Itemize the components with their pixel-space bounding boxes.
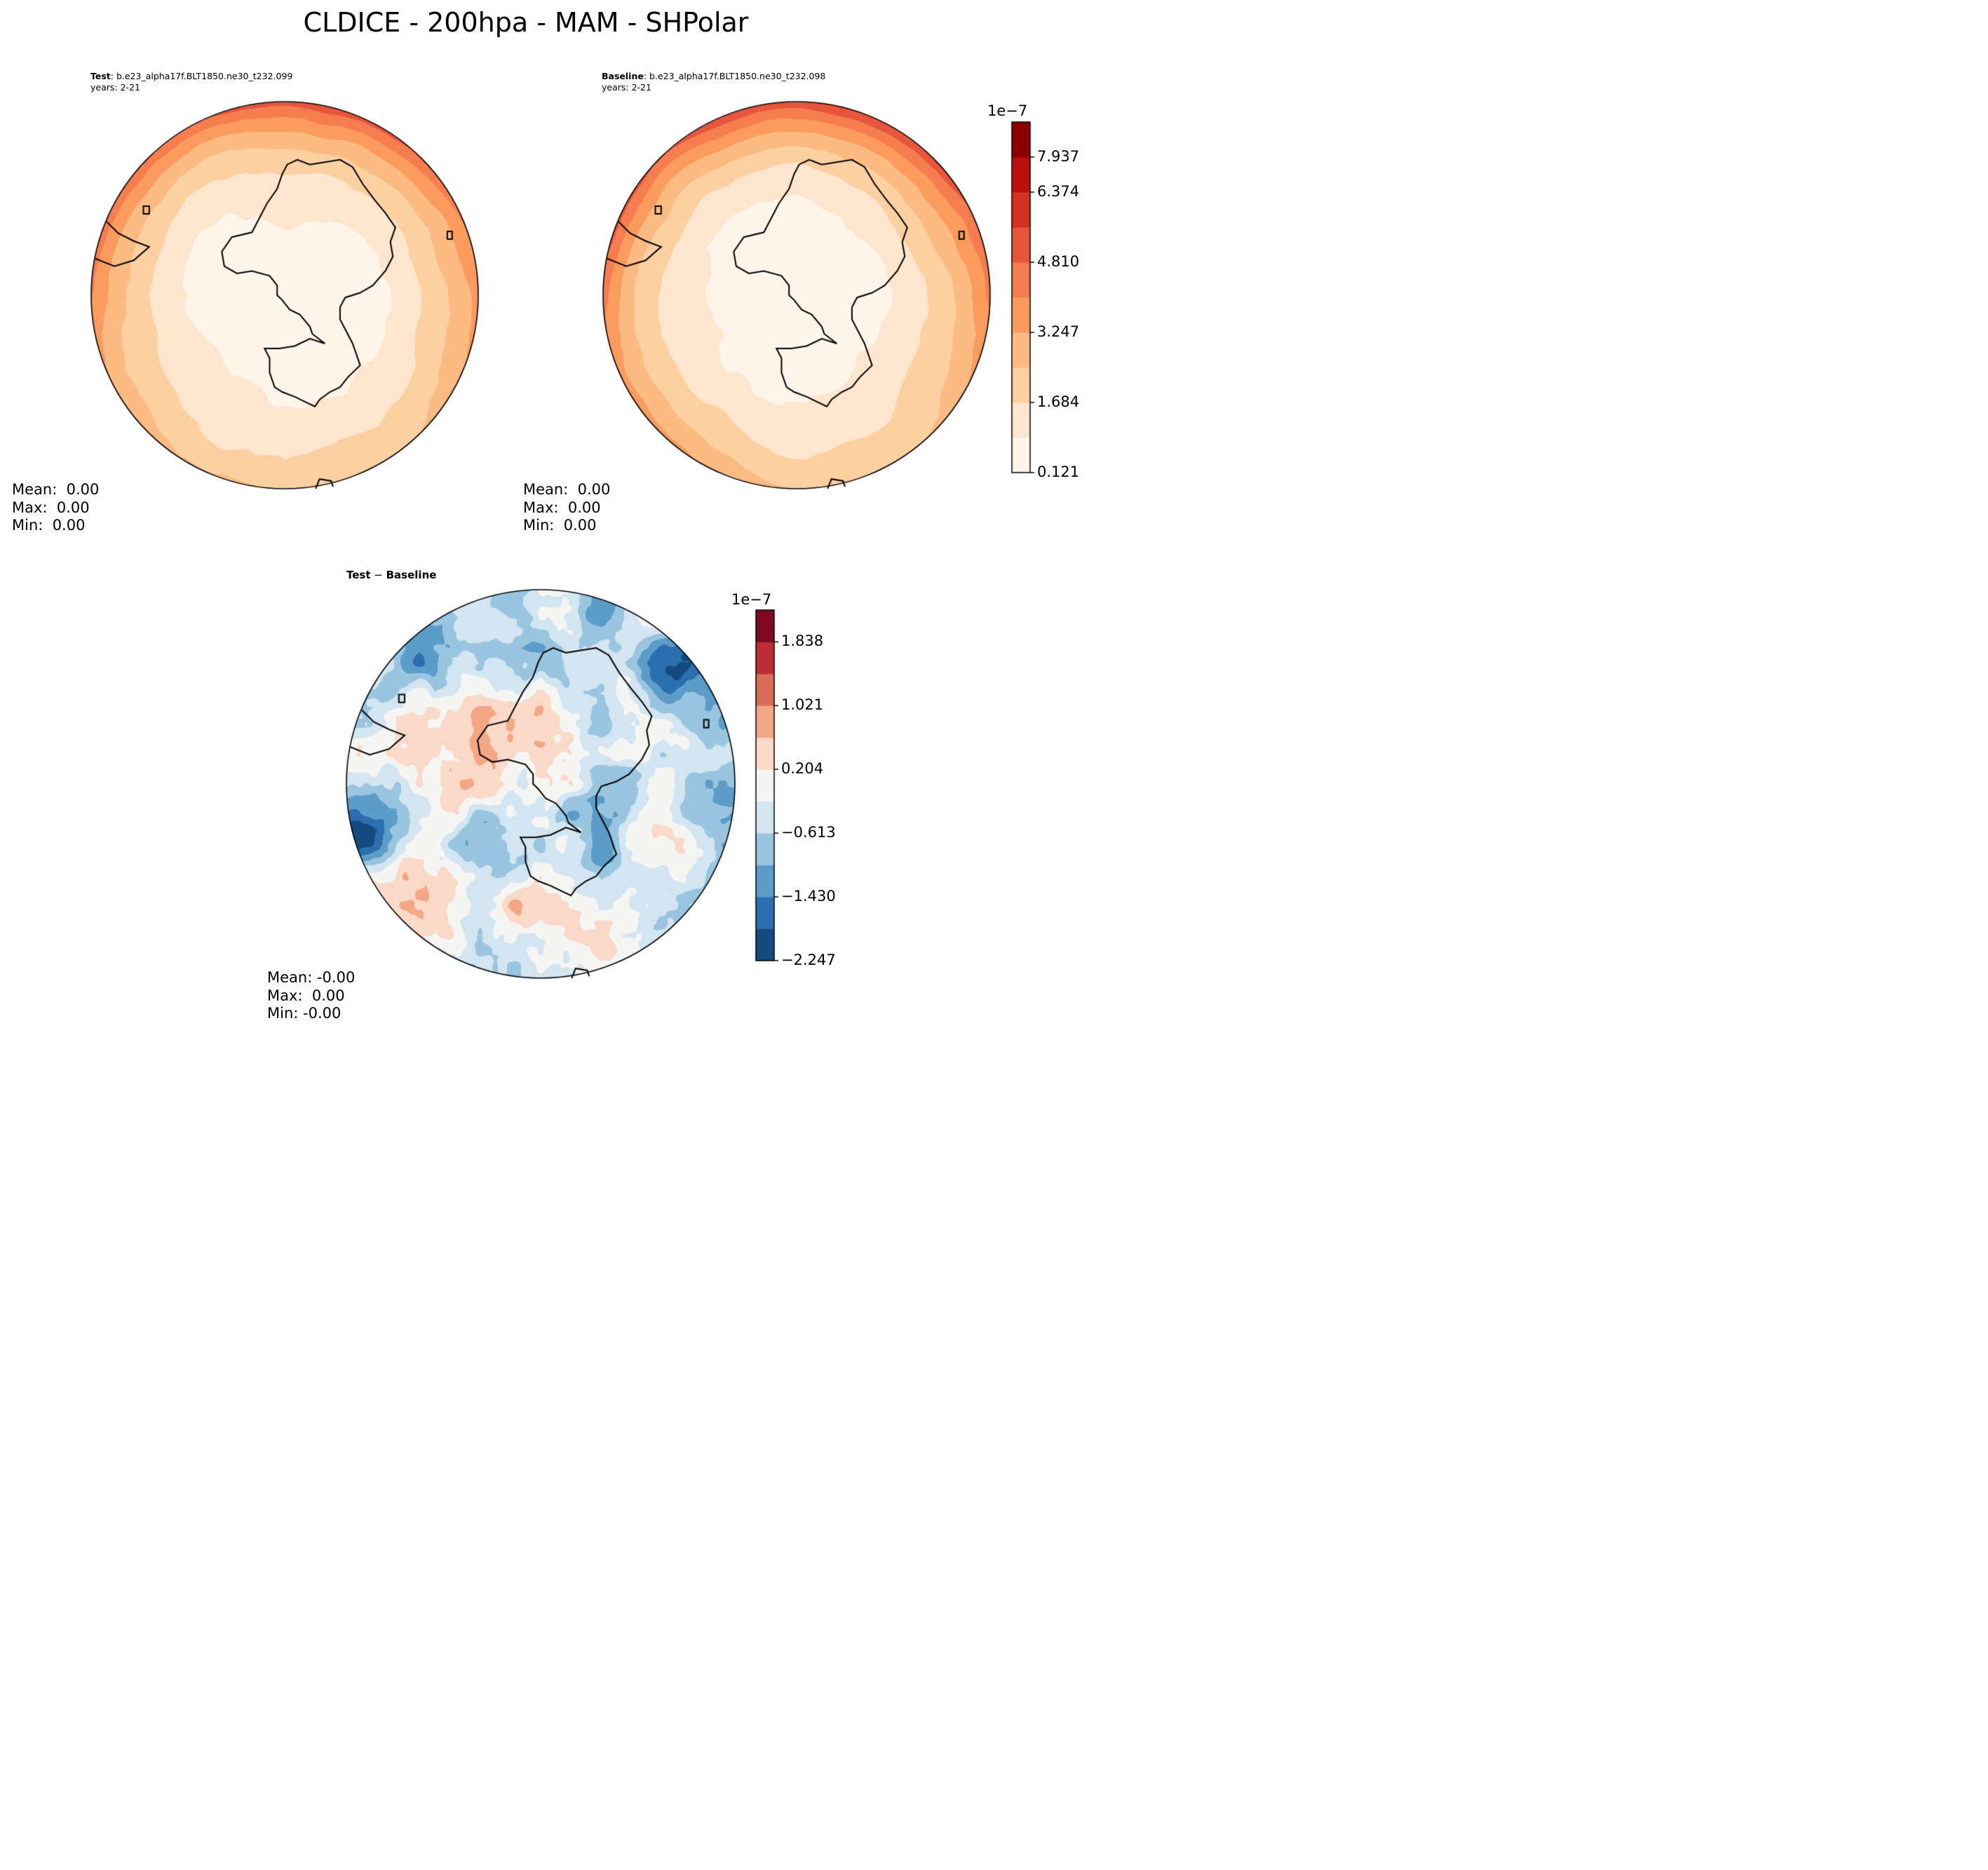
diff-label-test: Test — [346, 569, 371, 581]
figure-title: CLDICE - 200hpa - MAM - SHPolar — [303, 7, 749, 38]
colorbar-tick-label: 0.121 — [1037, 463, 1080, 480]
diff-panel-title: Test − Baseline — [346, 569, 436, 581]
baseline-stats: Mean: 0.00 Max: 0.00 Min: 0.00 — [523, 481, 610, 535]
test-case-name: : b.e23_alpha17f.BLT1850.ne30_t232.099 — [110, 71, 293, 81]
colorbar-tick-label: 7.937 — [1037, 148, 1080, 165]
colorbar-tick-label: 1.838 — [781, 632, 824, 650]
colorbar-tick-label: −0.613 — [781, 824, 836, 841]
diff-label-sep: − — [370, 569, 386, 581]
baseline-min: Min: 0.00 — [523, 517, 597, 534]
colorbar-tick-label: 0.204 — [781, 760, 824, 778]
test-min: Min: 0.00 — [12, 517, 86, 534]
baseline-label: Baseline — [602, 71, 644, 81]
diff-max: Max: 0.00 — [267, 987, 345, 1004]
colorbar-tick-label: 3.247 — [1037, 323, 1080, 340]
figure-canvas — [0, 0, 1097, 1031]
diff-mean: Mean: -0.00 — [267, 969, 356, 986]
colorbar-tick-label: 4.810 — [1037, 253, 1080, 270]
test-label: Test — [90, 71, 111, 81]
field-colorbar-exponent: 1e−7 — [987, 102, 1028, 119]
colorbar-tick-label: 6.374 — [1037, 183, 1080, 200]
test-mean: Mean: 0.00 — [12, 481, 100, 498]
test-max: Max: 0.00 — [12, 499, 90, 516]
diff-min: Min: -0.00 — [267, 1005, 342, 1022]
test-years: years: 2-21 — [90, 82, 140, 93]
baseline-max: Max: 0.00 — [523, 499, 601, 516]
diff-colorbar-exponent: 1e−7 — [731, 591, 772, 608]
diff-stats: Mean: -0.00 Max: 0.00 Min: -0.00 — [267, 969, 355, 1023]
baseline-mean: Mean: 0.00 — [523, 481, 611, 498]
colorbar-tick-label: −1.430 — [781, 888, 836, 905]
test-panel-title: Test: b.e23_alpha17f.BLT1850.ne30_t232.0… — [90, 71, 292, 93]
baseline-years: years: 2-21 — [602, 82, 651, 93]
test-stats: Mean: 0.00 Max: 0.00 Min: 0.00 — [12, 481, 99, 535]
colorbar-tick-label: −2.247 — [781, 951, 836, 968]
diff-label-baseline: Baseline — [386, 569, 437, 581]
baseline-case-name: : b.e23_alpha17f.BLT1850.ne30_t232.098 — [643, 71, 826, 81]
colorbar-tick-label: 1.684 — [1037, 393, 1080, 410]
baseline-panel-title: Baseline: b.e23_alpha17f.BLT1850.ne30_t2… — [602, 71, 825, 93]
colorbar-tick-label: 1.021 — [781, 696, 824, 714]
